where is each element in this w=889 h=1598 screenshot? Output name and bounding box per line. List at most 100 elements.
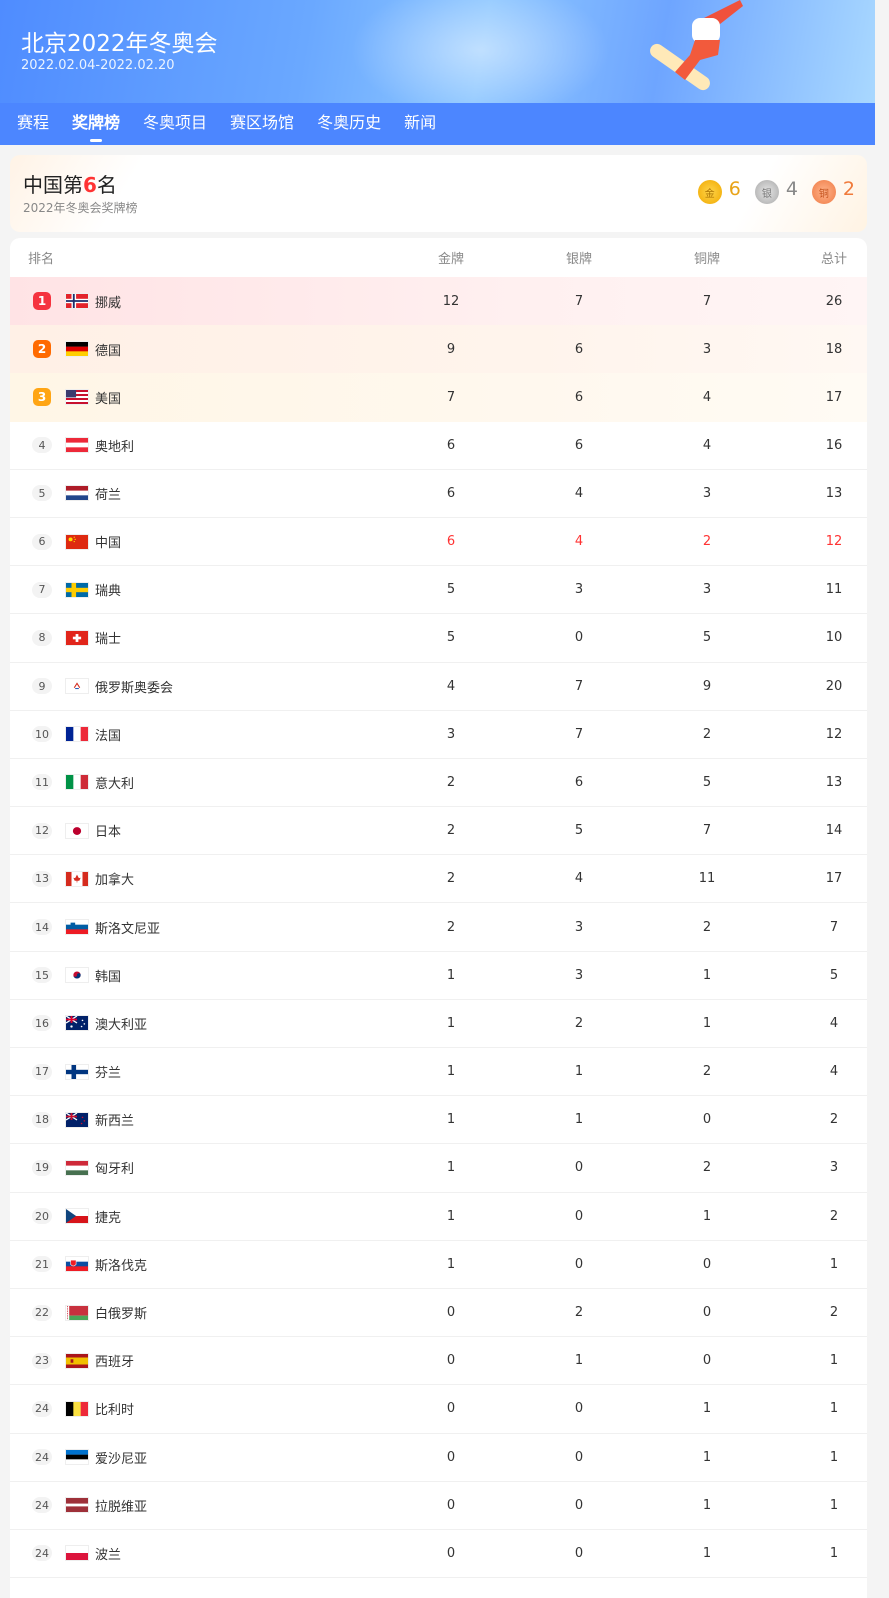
flag-cell xyxy=(65,663,89,710)
silver-count: 7 xyxy=(574,726,584,742)
country-name: 波兰 xyxy=(95,1547,122,1563)
table-row[interactable]: 19 匈牙利 1 0 2 3 xyxy=(10,1144,867,1193)
rank-cell: 5 xyxy=(32,470,52,517)
tab-1[interactable]: 奖牌榜 xyxy=(72,103,120,145)
nav-tabs: 赛程 奖牌榜 冬奥项目 赛区场馆 冬奥历史 新闻 xyxy=(0,103,875,145)
table-row[interactable]: 24 拉脱维亚 0 0 1 1 xyxy=(10,1482,867,1530)
medal-table: 排名 金牌 银牌 铜牌 总计 1 挪威 12 7 7 26 2 德国 9 6 3 … xyxy=(10,238,867,1598)
rank-number: 7 xyxy=(32,581,52,598)
flag-canada-icon xyxy=(65,870,89,887)
bronze-count: 2 xyxy=(702,1064,712,1080)
rank-number: 15 xyxy=(32,967,52,984)
silver-count: 1 xyxy=(574,1112,584,1128)
table-row[interactable]: 16 澳大利亚 1 2 1 4 xyxy=(10,1000,867,1048)
total-count: 2 xyxy=(829,1305,839,1321)
table-row[interactable]: 10 法国 3 7 2 12 xyxy=(10,711,867,759)
table-row[interactable]: 12 日本 2 5 7 14 xyxy=(10,807,867,856)
bronze-count: 1 xyxy=(702,1545,712,1561)
gold-count: 12 xyxy=(442,293,460,309)
table-row[interactable]: 23 西班牙 0 1 0 1 xyxy=(10,1337,867,1386)
gold-count: 6 xyxy=(446,534,456,550)
flag-norway-icon xyxy=(65,293,89,310)
country-name: 美国 xyxy=(95,391,122,407)
flag-cell xyxy=(65,952,89,999)
table-row[interactable]: 2 德国 9 6 3 18 xyxy=(10,325,867,374)
total-count: 1 xyxy=(829,1353,839,1369)
table-row[interactable]: 9 俄罗斯奥委会 4 7 9 20 xyxy=(10,663,867,711)
table-row[interactable]: 24 波兰 0 0 1 1 xyxy=(10,1530,867,1579)
gold-count: 0 xyxy=(446,1401,456,1417)
flag-newzealand-icon xyxy=(65,1111,89,1128)
total-count: 5 xyxy=(829,967,839,983)
gold-count: 0 xyxy=(446,1545,456,1561)
table-row[interactable]: 18 新西兰 1 1 0 2 xyxy=(10,1096,867,1145)
table-row[interactable]: 3 美国 7 6 4 17 xyxy=(10,373,867,422)
rank-cell: 3 xyxy=(32,373,52,421)
flag-cell xyxy=(65,1144,89,1191)
rank-number: 8 xyxy=(32,629,52,646)
table-row[interactable]: 7 瑞典 5 3 3 11 xyxy=(10,566,867,615)
country-name: 捷克 xyxy=(95,1210,122,1226)
silver-count: 3 xyxy=(574,967,584,983)
gold-count: 3 xyxy=(446,726,456,742)
bronze-medal-icon: 铜 xyxy=(811,180,836,204)
table-row[interactable]: 21 斯洛伐克 1 0 0 1 xyxy=(10,1241,867,1289)
table-row[interactable]: 13 加拿大 2 4 11 17 xyxy=(10,855,867,904)
rank-number: 22 xyxy=(32,1304,52,1321)
table-row[interactable]: 5 荷兰 6 4 3 13 xyxy=(10,470,867,518)
table-row[interactable]: 15 韩国 1 3 1 5 xyxy=(10,952,867,1000)
rank-number: 24 xyxy=(32,1545,52,1562)
table-row[interactable]: 11 意大利 2 6 5 13 xyxy=(10,759,867,808)
flag-cell xyxy=(65,277,89,325)
bronze-count: 0 xyxy=(702,1112,712,1128)
tab-2[interactable]: 冬奥项目 xyxy=(143,113,208,132)
total-count: 11 xyxy=(825,582,843,598)
silver-count: 6 xyxy=(574,389,584,405)
bronze-count: 1 xyxy=(702,1497,712,1513)
rank-cell: 16 xyxy=(32,1000,52,1047)
tab-4[interactable]: 冬奥历史 xyxy=(317,113,382,132)
country-name: 爱沙尼亚 xyxy=(95,1451,148,1467)
bronze-count: 4 xyxy=(702,389,712,405)
total-count: 1 xyxy=(829,1401,839,1417)
flag-australia-icon xyxy=(65,1015,89,1032)
table-row[interactable]: 20 捷克 1 0 1 2 xyxy=(10,1193,867,1241)
rank-cell: 19 xyxy=(32,1144,52,1191)
flag-cell xyxy=(65,1530,89,1577)
gold-count: 4 xyxy=(446,678,456,694)
flag-austria-icon xyxy=(65,437,89,454)
total-count: 12 xyxy=(825,534,843,550)
table-row[interactable]: 17 芬兰 1 1 2 4 xyxy=(10,1048,867,1097)
rank-suffix: 名 xyxy=(96,173,117,197)
country-name: 挪威 xyxy=(95,295,122,311)
silver-count: 3 xyxy=(574,919,584,935)
gold-count: 5 xyxy=(446,582,456,598)
tab-5[interactable]: 新闻 xyxy=(404,113,437,132)
table-row[interactable]: 1 挪威 12 7 7 26 xyxy=(10,277,867,326)
flag-switzerland-icon xyxy=(65,629,89,646)
flag-belgium-icon xyxy=(65,1400,89,1417)
table-row[interactable]: 8 瑞士 5 0 5 10 xyxy=(10,614,867,663)
table-row[interactable]: 22 白俄罗斯 0 2 0 2 xyxy=(10,1289,867,1338)
country-name: 俄罗斯奥委会 xyxy=(95,680,174,696)
table-row[interactable]: 6 中国 6 4 2 12 xyxy=(10,518,867,567)
rank-number: 21 xyxy=(32,1256,52,1273)
table-row[interactable]: 14 斯洛文尼亚 2 3 2 7 xyxy=(10,903,867,952)
rank-number: 5 xyxy=(32,485,52,502)
flag-cell xyxy=(65,1096,89,1143)
flag-italy-icon xyxy=(65,774,89,791)
country-name: 匈牙利 xyxy=(95,1162,135,1178)
bronze-count: 5 xyxy=(702,774,712,790)
table-row[interactable]: 4 奥地利 6 6 4 16 xyxy=(10,422,867,470)
bronze-count: 0 xyxy=(702,1305,712,1321)
tab-0[interactable]: 赛程 xyxy=(17,113,50,132)
total-count: 10 xyxy=(825,630,843,646)
table-row[interactable]: 24 比利时 0 0 1 1 xyxy=(10,1385,867,1434)
table-row[interactable]: 24 爱沙尼亚 0 0 1 1 xyxy=(10,1434,867,1482)
flag-cell xyxy=(65,1289,89,1336)
silver-count: 7 xyxy=(574,678,584,694)
silver-count: 6 xyxy=(574,774,584,790)
total-count: 13 xyxy=(825,774,843,790)
flag-cell xyxy=(65,373,89,421)
tab-3[interactable]: 赛区场馆 xyxy=(230,113,295,132)
